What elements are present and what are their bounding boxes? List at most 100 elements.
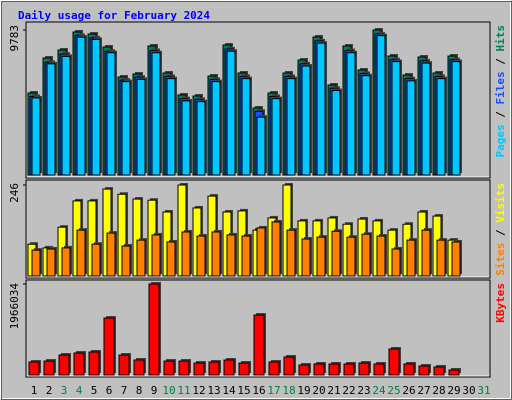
bar — [88, 351, 100, 376]
x-tick-label: 16 — [252, 384, 265, 397]
bar — [46, 63, 56, 176]
x-tick-label: 12 — [192, 384, 205, 397]
x-tick-label: 3 — [61, 384, 68, 397]
legend-separator: / — [494, 52, 507, 72]
bar — [451, 61, 461, 176]
bar — [208, 361, 220, 376]
x-tick-label: 9 — [151, 384, 158, 397]
x-tick-label: 22 — [342, 384, 355, 397]
bar — [301, 238, 311, 277]
bar — [421, 62, 431, 176]
bar — [211, 231, 221, 277]
bar — [361, 75, 371, 176]
bar — [91, 38, 101, 176]
bar — [73, 352, 85, 376]
legend-entry: Sites — [494, 243, 507, 276]
bar — [196, 235, 206, 277]
x-tick-label: 24 — [372, 384, 386, 397]
x-tick-label: 23 — [357, 384, 370, 397]
bar — [31, 249, 41, 277]
bar — [76, 229, 86, 277]
x-tick-label: 11 — [177, 384, 190, 397]
x-tick-label: 19 — [297, 384, 310, 397]
bar — [283, 356, 295, 376]
bar — [178, 360, 190, 376]
bar — [256, 227, 266, 277]
legend-entry: Files — [494, 71, 507, 104]
bar — [376, 35, 386, 176]
bar — [106, 232, 116, 277]
bar — [376, 235, 386, 277]
bar — [418, 365, 430, 376]
bar — [148, 283, 160, 376]
bar — [328, 363, 340, 376]
y-tick-label: 1966034 — [8, 283, 21, 330]
x-tick-label: 28 — [432, 384, 445, 397]
bar — [391, 248, 401, 277]
bar — [58, 354, 70, 376]
bar — [361, 233, 371, 277]
x-tick-label: 1 — [31, 384, 38, 397]
legend-entry: KBytes — [494, 283, 507, 323]
x-tick-label: 20 — [312, 384, 325, 397]
bar — [316, 236, 326, 277]
bar — [298, 364, 310, 376]
bar — [253, 314, 265, 376]
bar — [403, 363, 415, 376]
bar — [271, 98, 281, 176]
x-tick-label: 18 — [282, 384, 295, 397]
bar — [106, 52, 116, 176]
bar — [268, 361, 280, 376]
x-tick-label: 31 — [477, 384, 490, 397]
bar — [166, 78, 176, 176]
x-tick-label: 30 — [462, 384, 475, 397]
bar — [448, 369, 460, 376]
bar — [343, 363, 355, 376]
x-tick-label: 14 — [222, 384, 236, 397]
bar — [286, 229, 296, 277]
bar — [181, 100, 191, 176]
x-tick-label: 26 — [402, 384, 415, 397]
bar — [286, 78, 296, 176]
bar — [181, 231, 191, 277]
y-tick-label: 246 — [8, 183, 21, 203]
bar — [406, 239, 416, 277]
x-tick-label: 17 — [267, 384, 280, 397]
bar — [103, 317, 115, 376]
bar — [166, 241, 176, 277]
bar — [226, 234, 236, 277]
bar — [313, 363, 325, 376]
bar — [421, 229, 431, 277]
y-tick-label: 9783 — [8, 25, 21, 52]
legend: KBytes — [494, 283, 507, 323]
bar — [136, 239, 146, 277]
legend-separator: / — [494, 105, 507, 125]
bar — [436, 239, 446, 277]
bar — [331, 90, 341, 176]
bar — [193, 362, 205, 376]
bar — [76, 36, 86, 176]
bar — [163, 360, 175, 376]
x-tick-label: 8 — [136, 384, 143, 397]
legend-entry: Visits — [494, 183, 507, 223]
bar — [91, 243, 101, 277]
bar — [406, 80, 416, 176]
x-tick-label: 27 — [417, 384, 430, 397]
bar — [241, 78, 251, 176]
bar — [238, 362, 250, 376]
bar — [358, 362, 370, 376]
x-tick-label: 15 — [237, 384, 250, 397]
bar — [223, 359, 235, 376]
bar — [136, 78, 146, 176]
bar — [346, 236, 356, 277]
x-tick-label: 13 — [207, 384, 220, 397]
bar — [121, 245, 131, 277]
legend: Sites / Visits — [494, 183, 507, 276]
x-tick-label: 29 — [447, 384, 460, 397]
x-tick-label: 25 — [387, 384, 400, 397]
bar — [46, 248, 56, 277]
bar — [436, 78, 446, 176]
bar — [331, 230, 341, 277]
legend: Pages / Files / Hits — [494, 25, 507, 158]
